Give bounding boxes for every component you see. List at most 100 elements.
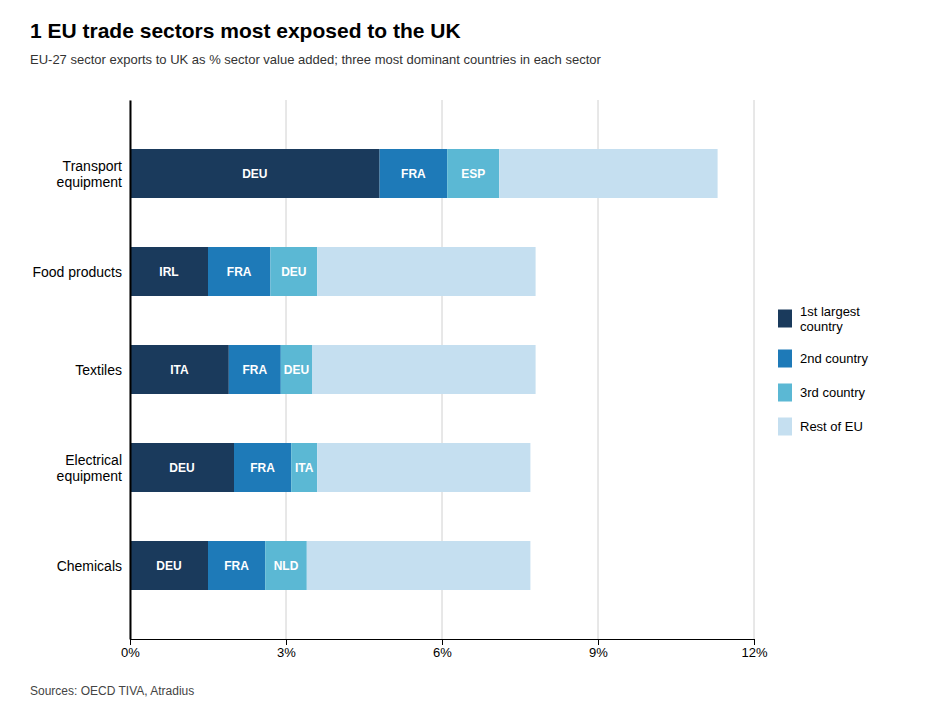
- bar: [208, 247, 270, 296]
- y-tick: Transportequipment: [57, 158, 123, 190]
- text-line: 1st largest: [800, 304, 860, 319]
- x-tick-mark: [442, 639, 443, 645]
- bar: [499, 149, 717, 198]
- bar: [265, 541, 307, 590]
- legend-entry: Rest of EU: [778, 418, 863, 436]
- segment-label: DEU: [156, 559, 181, 573]
- segment-label: IRL: [159, 265, 178, 279]
- x-tick: 6%: [433, 639, 452, 660]
- y-tick: Electricalequipment: [57, 452, 122, 484]
- bar: [291, 443, 317, 492]
- x-tick: 9%: [589, 639, 608, 660]
- x-tick-mark: [754, 639, 755, 645]
- grid: [130, 100, 754, 639]
- chart: 1 EU trade sectors most exposed to the U…: [0, 0, 944, 709]
- x-tick-label: 6%: [433, 645, 452, 660]
- bar: [130, 541, 208, 590]
- text-line: 2nd country: [800, 351, 868, 366]
- y-tick: Food products: [33, 264, 123, 280]
- x-tick: 0%: [121, 639, 140, 660]
- bar: [130, 443, 234, 492]
- bar: [380, 149, 448, 198]
- text-line: Electrical: [65, 452, 122, 468]
- bar: [317, 443, 530, 492]
- y-tick-label: Chemicals: [57, 558, 122, 574]
- bar: [307, 541, 531, 590]
- text-line: Transport: [63, 158, 123, 174]
- segment-label: DEU: [169, 461, 194, 475]
- y-tick: Textiles: [75, 362, 122, 378]
- segment-label: DEU: [284, 363, 309, 377]
- y-tick-label: Food products: [33, 264, 123, 280]
- x-tick-label: 12%: [741, 645, 767, 660]
- y-tick-label: Textiles: [75, 362, 122, 378]
- bar: [208, 541, 265, 590]
- x-tick-mark: [130, 639, 131, 645]
- legend-swatch: [778, 384, 792, 402]
- segment-label: DEU: [281, 265, 306, 279]
- legend-swatch: [778, 310, 792, 328]
- legend-label: 3rd country: [800, 385, 866, 400]
- legend-swatch: [778, 350, 792, 368]
- y-tick: Chemicals: [57, 558, 122, 574]
- text-line: Food products: [33, 264, 123, 280]
- segment-label: ITA: [295, 461, 314, 475]
- text-line: country: [800, 319, 843, 334]
- bar: [130, 149, 380, 198]
- y-tick-label: Electricalequipment: [57, 452, 122, 484]
- x-axis: 0% 3% 6% 9% 12%: [121, 639, 768, 660]
- x-tick-label: 0%: [121, 645, 140, 660]
- x-tick-mark: [286, 639, 287, 645]
- grid-line: [130, 100, 131, 639]
- segment-label: FRA: [224, 559, 249, 573]
- x-tick-label: 9%: [589, 645, 608, 660]
- grid-line: [754, 100, 755, 639]
- bar: [317, 247, 535, 296]
- bar: [312, 345, 536, 394]
- x-tick-label: 3%: [277, 645, 296, 660]
- legend-swatch: [778, 418, 792, 436]
- x-tick-mark: [598, 639, 599, 645]
- plot: DEU DEU ITA IRL DEU FRA FRA FRA FRA FRA NLD ITA DEU D…: [33, 100, 768, 660]
- segment-labels: DEU DEU ITA IRL DEU FRA FRA FRA FRA FRA NLD ITA DEU D…: [156, 167, 485, 573]
- x-tick: 12%: [741, 639, 767, 660]
- bar: [234, 443, 291, 492]
- y-axis: ChemicalsElectricalequipmentTextilesFood…: [33, 101, 131, 640]
- x-tick: 3%: [277, 639, 296, 660]
- series: [307, 149, 718, 590]
- text-line: Chemicals: [57, 558, 122, 574]
- segment-label: DEU: [242, 167, 267, 181]
- legend-label: 2nd country: [800, 351, 868, 366]
- bar: [130, 247, 208, 296]
- segment-label: FRA: [401, 167, 426, 181]
- legend-entry: 3rd country: [778, 384, 866, 402]
- segment-label: FRA: [227, 265, 252, 279]
- legend-entry: 1st largestcountry: [778, 304, 860, 334]
- legend-entry: 2nd country: [778, 350, 868, 368]
- y-axis-line: [130, 101, 132, 640]
- source: Sources: OECD TIVA, Atradius: [30, 684, 194, 698]
- y-tick-label: Transportequipment: [57, 158, 123, 190]
- text-line: equipment: [57, 468, 122, 484]
- segment-label: ITA: [170, 363, 189, 377]
- segment-label: ESP: [461, 167, 485, 181]
- bar: [270, 247, 317, 296]
- segment-label: NLD: [274, 559, 299, 573]
- bar: [130, 345, 229, 394]
- bars: [130, 149, 718, 590]
- segment-label: FRA: [242, 363, 267, 377]
- text-line: Textiles: [75, 362, 122, 378]
- title: 1 EU trade sectors most exposed to the U…: [30, 19, 461, 42]
- segment-label: FRA: [250, 461, 275, 475]
- x-axis-line: [131, 640, 755, 646]
- bar: [281, 345, 312, 394]
- subtitle: EU-27 sector exports to UK as % sector v…: [30, 52, 602, 67]
- text-line: Rest of EU: [800, 419, 863, 434]
- bar: [229, 345, 281, 394]
- legend-label: 1st largestcountry: [800, 304, 860, 334]
- legend: 1st largestcountry 2nd country 3rd country…: [778, 304, 868, 436]
- legend-label: Rest of EU: [800, 419, 863, 434]
- bar: [447, 149, 499, 198]
- text-line: equipment: [57, 174, 122, 190]
- text-line: 3rd country: [800, 385, 866, 400]
